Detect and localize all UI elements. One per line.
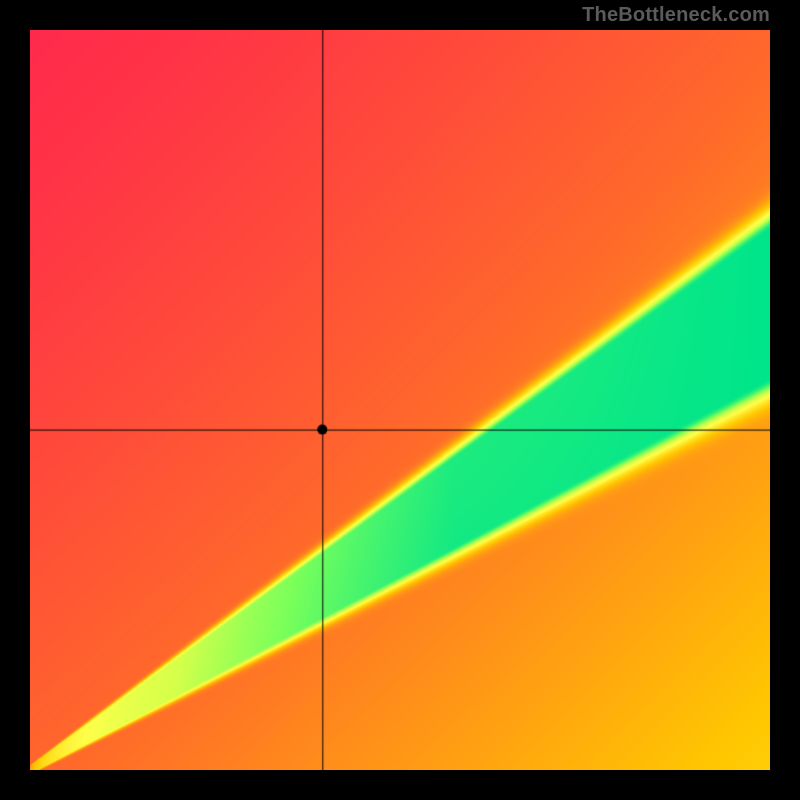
- brand-label: TheBottleneck.com: [582, 4, 770, 27]
- chart-container: TheBottleneck.com: [0, 0, 800, 800]
- heatmap-canvas: [30, 30, 770, 770]
